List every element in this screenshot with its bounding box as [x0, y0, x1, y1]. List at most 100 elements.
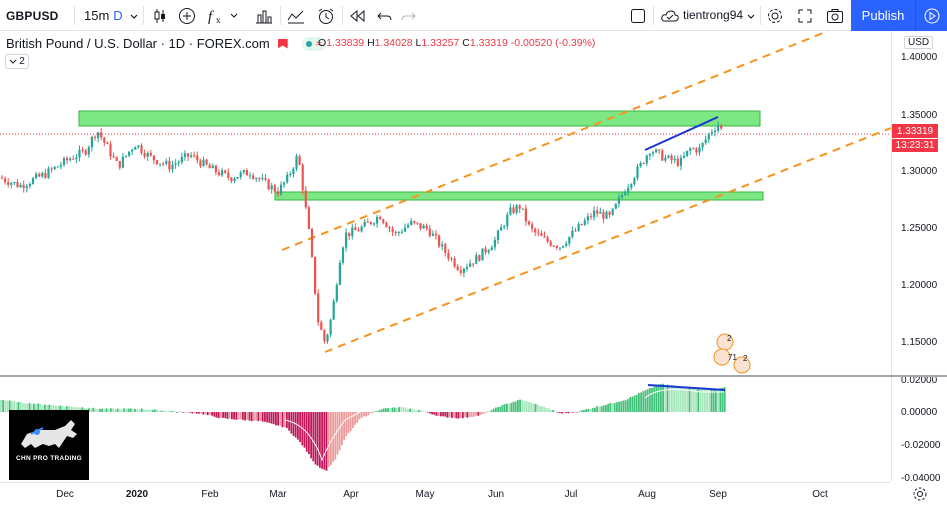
- currency-label[interactable]: USD: [904, 36, 934, 49]
- indicators-collapse-button[interactable]: 2: [5, 54, 29, 69]
- histogram-bar: [609, 402, 612, 412]
- candle-body: [72, 158, 75, 160]
- last-price-tag: 1.33319: [892, 124, 938, 138]
- candle-body: [171, 164, 174, 170]
- candle-body: [552, 245, 555, 247]
- histogram-bar: [444, 412, 447, 417]
- histogram-bar: [651, 388, 653, 412]
- candle-body: [264, 177, 267, 180]
- candle-body: [648, 153, 651, 156]
- histogram-bar: [365, 412, 367, 417]
- replay-icon[interactable]: [346, 0, 368, 31]
- alarm-icon[interactable]: [314, 0, 338, 31]
- open-value: 1.33839: [326, 37, 365, 49]
- candle-body: [407, 224, 410, 228]
- candle-body: [214, 165, 217, 173]
- histogram-bar: [532, 403, 535, 412]
- time-tick: May: [415, 489, 435, 500]
- candle-body: [217, 172, 221, 176]
- cloud-icon[interactable]: [659, 0, 681, 31]
- histogram-bar: [292, 412, 295, 436]
- price-axis[interactable]: 1.40000 1.35000 1.30000 1.25000 1.20000 …: [891, 31, 947, 484]
- histogram-bar: [178, 411, 180, 413]
- histogram-bar: [50, 405, 53, 412]
- histogram-bar: [198, 412, 200, 414]
- user-menu[interactable]: tientrong94: [683, 8, 744, 22]
- candle-body: [276, 191, 279, 195]
- candle-body: [589, 216, 593, 218]
- histogram-bar: [160, 410, 163, 412]
- histogram-bar: [140, 408, 143, 412]
- candle-body: [224, 170, 227, 173]
- undo-icon[interactable]: [375, 0, 395, 31]
- candle-body: [131, 149, 134, 152]
- bar-chart-icon[interactable]: [253, 0, 275, 31]
- histogram-bar: [578, 411, 581, 413]
- histogram-bar: [180, 411, 183, 413]
- gear-icon[interactable]: [912, 486, 928, 507]
- compare-icon[interactable]: [284, 0, 308, 31]
- resistance-zone: [78, 110, 761, 127]
- candle-body: [614, 203, 617, 209]
- candle-body: [28, 184, 31, 187]
- candle-body: [314, 256, 317, 294]
- histogram-bar: [695, 388, 697, 412]
- publish-button[interactable]: Publish: [851, 0, 915, 31]
- candles-icon[interactable]: [149, 0, 171, 31]
- candle-body: [531, 224, 534, 229]
- square-icon[interactable]: [628, 0, 648, 31]
- histogram-bar: [541, 406, 543, 412]
- price-tick: 1.30000: [901, 166, 938, 177]
- fullscreen-icon[interactable]: [794, 0, 816, 31]
- histogram-bar: [211, 412, 213, 416]
- candle-body: [713, 130, 717, 133]
- candle-body: [155, 160, 159, 165]
- flag-icon[interactable]: [277, 38, 288, 49]
- chevron-down-icon[interactable]: [744, 0, 758, 31]
- histogram-bar: [244, 412, 246, 421]
- histogram-bar: [503, 404, 506, 412]
- histogram-bar: [193, 412, 196, 413]
- candle-body: [208, 164, 211, 169]
- histogram-bar: [99, 408, 101, 412]
- gear-icon[interactable]: [764, 0, 786, 31]
- histogram-bar: [81, 407, 84, 412]
- histogram-bar: [70, 406, 73, 412]
- candle-body: [673, 158, 676, 161]
- histogram-bar: [508, 403, 510, 412]
- camera-icon[interactable]: [824, 0, 846, 31]
- histogram-bar: [369, 412, 372, 414]
- plus-circle-icon[interactable]: [176, 0, 198, 31]
- signal-line: [644, 389, 724, 399]
- candle-body: [487, 250, 490, 253]
- candle-body: [537, 232, 540, 234]
- histogram-bar: [657, 384, 660, 412]
- histogram-bar: [627, 399, 629, 412]
- histogram-bar: [138, 409, 141, 412]
- redo-icon[interactable]: [398, 0, 418, 31]
- interval-selector[interactable]: 15m D: [84, 0, 139, 31]
- histogram-bar: [633, 395, 636, 412]
- candle-body: [540, 233, 543, 236]
- candle-body: [357, 230, 360, 232]
- histogram-bar: [37, 403, 40, 412]
- time-tick: Aug: [638, 489, 656, 500]
- histogram-bar: [462, 412, 464, 419]
- symbol-search[interactable]: GBPUSD: [6, 8, 59, 23]
- histogram-bar: [297, 412, 299, 440]
- indicators-count: 2: [19, 56, 25, 67]
- histogram-bar: [396, 407, 398, 412]
- candle-body: [403, 227, 407, 232]
- time-axis[interactable]: Dec 2020 Feb Mar Apr May Jun Jul Aug Sep…: [0, 482, 891, 511]
- histogram-bar: [206, 412, 209, 416]
- candle-body: [434, 233, 438, 236]
- play-icon[interactable]: [915, 0, 947, 31]
- candle-body: [509, 207, 512, 215]
- histogram-bar: [723, 387, 726, 412]
- candle-body: [558, 247, 562, 249]
- pane-separator[interactable]: [0, 375, 947, 377]
- candle-body: [47, 168, 50, 178]
- candle-body: [478, 255, 481, 261]
